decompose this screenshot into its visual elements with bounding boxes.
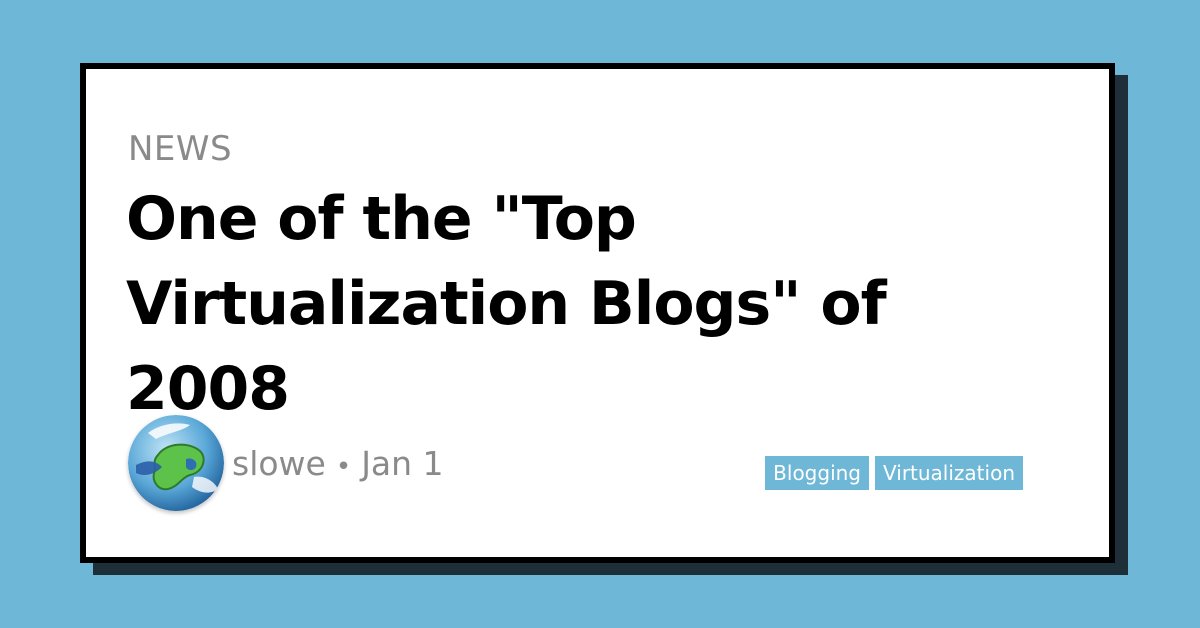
post-date: Jan 1 — [361, 443, 444, 483]
author-name[interactable]: slowe — [232, 443, 326, 483]
tag-blogging[interactable]: Blogging — [765, 456, 870, 490]
post-title: One of the "Top Virtualization Blogs" of… — [126, 184, 887, 424]
author-line: slowe • Jan 1 — [232, 444, 444, 483]
tag-list: Blogging Virtualization — [765, 456, 1023, 490]
globe-avatar-icon — [128, 415, 224, 511]
author-avatar — [128, 415, 224, 511]
meta-separator: • — [335, 451, 352, 482]
post-meta: slowe • Jan 1 — [128, 414, 444, 512]
section-label: NEWS — [128, 129, 233, 169]
tag-virtualization[interactable]: Virtualization — [875, 456, 1023, 490]
post-card: NEWS One of the "Top Virtualization Blog… — [80, 63, 1115, 563]
